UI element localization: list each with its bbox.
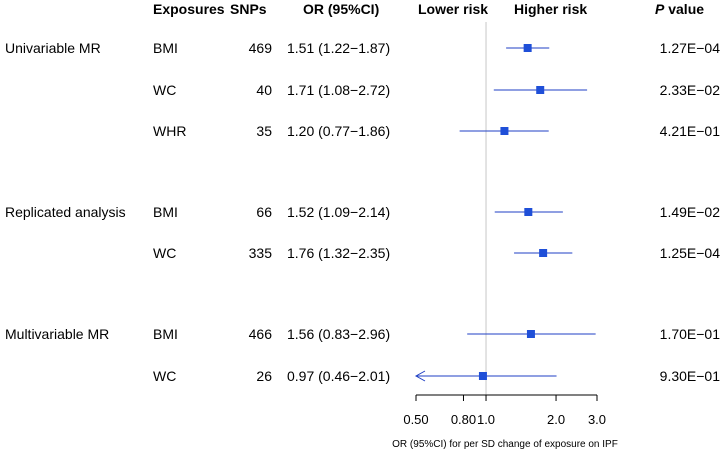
x-tick-label: 3.0 bbox=[588, 412, 606, 427]
group-label: Univariable MR bbox=[5, 40, 101, 56]
group-label: Replicated analysis bbox=[5, 204, 126, 220]
point-estimate-marker bbox=[536, 86, 545, 94]
row-p-value: 1.25E−04 bbox=[660, 245, 721, 261]
row-p-value: 2.33E−02 bbox=[660, 82, 721, 98]
header-p-italic: P bbox=[655, 1, 665, 17]
row-p-value: 9.30E−01 bbox=[660, 368, 721, 384]
x-tick-label: 0.50 bbox=[403, 412, 428, 427]
x-tick-label: 1.0 bbox=[477, 412, 495, 427]
row-snps: 26 bbox=[256, 368, 272, 384]
header-higher-risk: Higher risk bbox=[514, 1, 587, 17]
row-or-text: 1.20 (0.77−1.86) bbox=[287, 123, 390, 139]
row-exposure: WC bbox=[153, 245, 176, 261]
point-estimate-marker bbox=[478, 372, 487, 380]
row-exposure: WC bbox=[153, 82, 176, 98]
row-exposure: BMI bbox=[153, 40, 178, 56]
row-snps: 335 bbox=[249, 245, 273, 261]
header-p-rest: value bbox=[664, 1, 704, 17]
point-estimate-marker bbox=[523, 44, 532, 52]
row-p-value: 1.27E−04 bbox=[660, 40, 721, 56]
point-estimate-marker bbox=[524, 208, 533, 216]
header-exposures: Exposures bbox=[153, 1, 225, 17]
group-label: Multivariable MR bbox=[5, 326, 109, 342]
row-exposure: WC bbox=[153, 368, 176, 384]
row-p-value: 1.49E−02 bbox=[660, 204, 721, 220]
row-exposure: BMI bbox=[153, 204, 178, 220]
row-or-text: 1.56 (0.83−2.96) bbox=[287, 326, 390, 342]
row-exposure: WHR bbox=[153, 123, 186, 139]
row-or-text: 1.52 (1.09−2.14) bbox=[287, 204, 390, 220]
row-or-text: 1.51 (1.22−1.87) bbox=[287, 40, 390, 56]
point-estimate-marker bbox=[526, 330, 535, 338]
x-tick-label: 2.0 bbox=[547, 412, 565, 427]
row-snps: 66 bbox=[256, 204, 272, 220]
header-lower-risk: Lower risk bbox=[418, 1, 488, 17]
row-snps: 466 bbox=[249, 326, 273, 342]
row-snps: 469 bbox=[249, 40, 273, 56]
row-p-value: 1.70E−01 bbox=[660, 326, 721, 342]
x-axis-label: OR (95%CI) for per SD change of exposure… bbox=[392, 439, 618, 450]
point-estimate-marker bbox=[500, 127, 509, 135]
point-estimate-marker bbox=[539, 249, 548, 257]
row-or-text: 1.76 (1.32−2.35) bbox=[287, 245, 390, 261]
row-snps: 35 bbox=[256, 123, 272, 139]
header-or: OR (95%CI) bbox=[303, 1, 379, 17]
row-or-text: 0.97 (0.46−2.01) bbox=[287, 368, 390, 384]
ci-arrow-left bbox=[414, 370, 426, 382]
row-or-text: 1.71 (1.08−2.72) bbox=[287, 82, 390, 98]
row-exposure: BMI bbox=[153, 326, 178, 342]
header-snps: SNPs bbox=[230, 1, 267, 17]
row-p-value: 4.21E−01 bbox=[660, 123, 721, 139]
x-tick-label: 0.80 bbox=[451, 412, 476, 427]
row-snps: 40 bbox=[256, 82, 272, 98]
header-p-value: P value bbox=[655, 1, 704, 17]
